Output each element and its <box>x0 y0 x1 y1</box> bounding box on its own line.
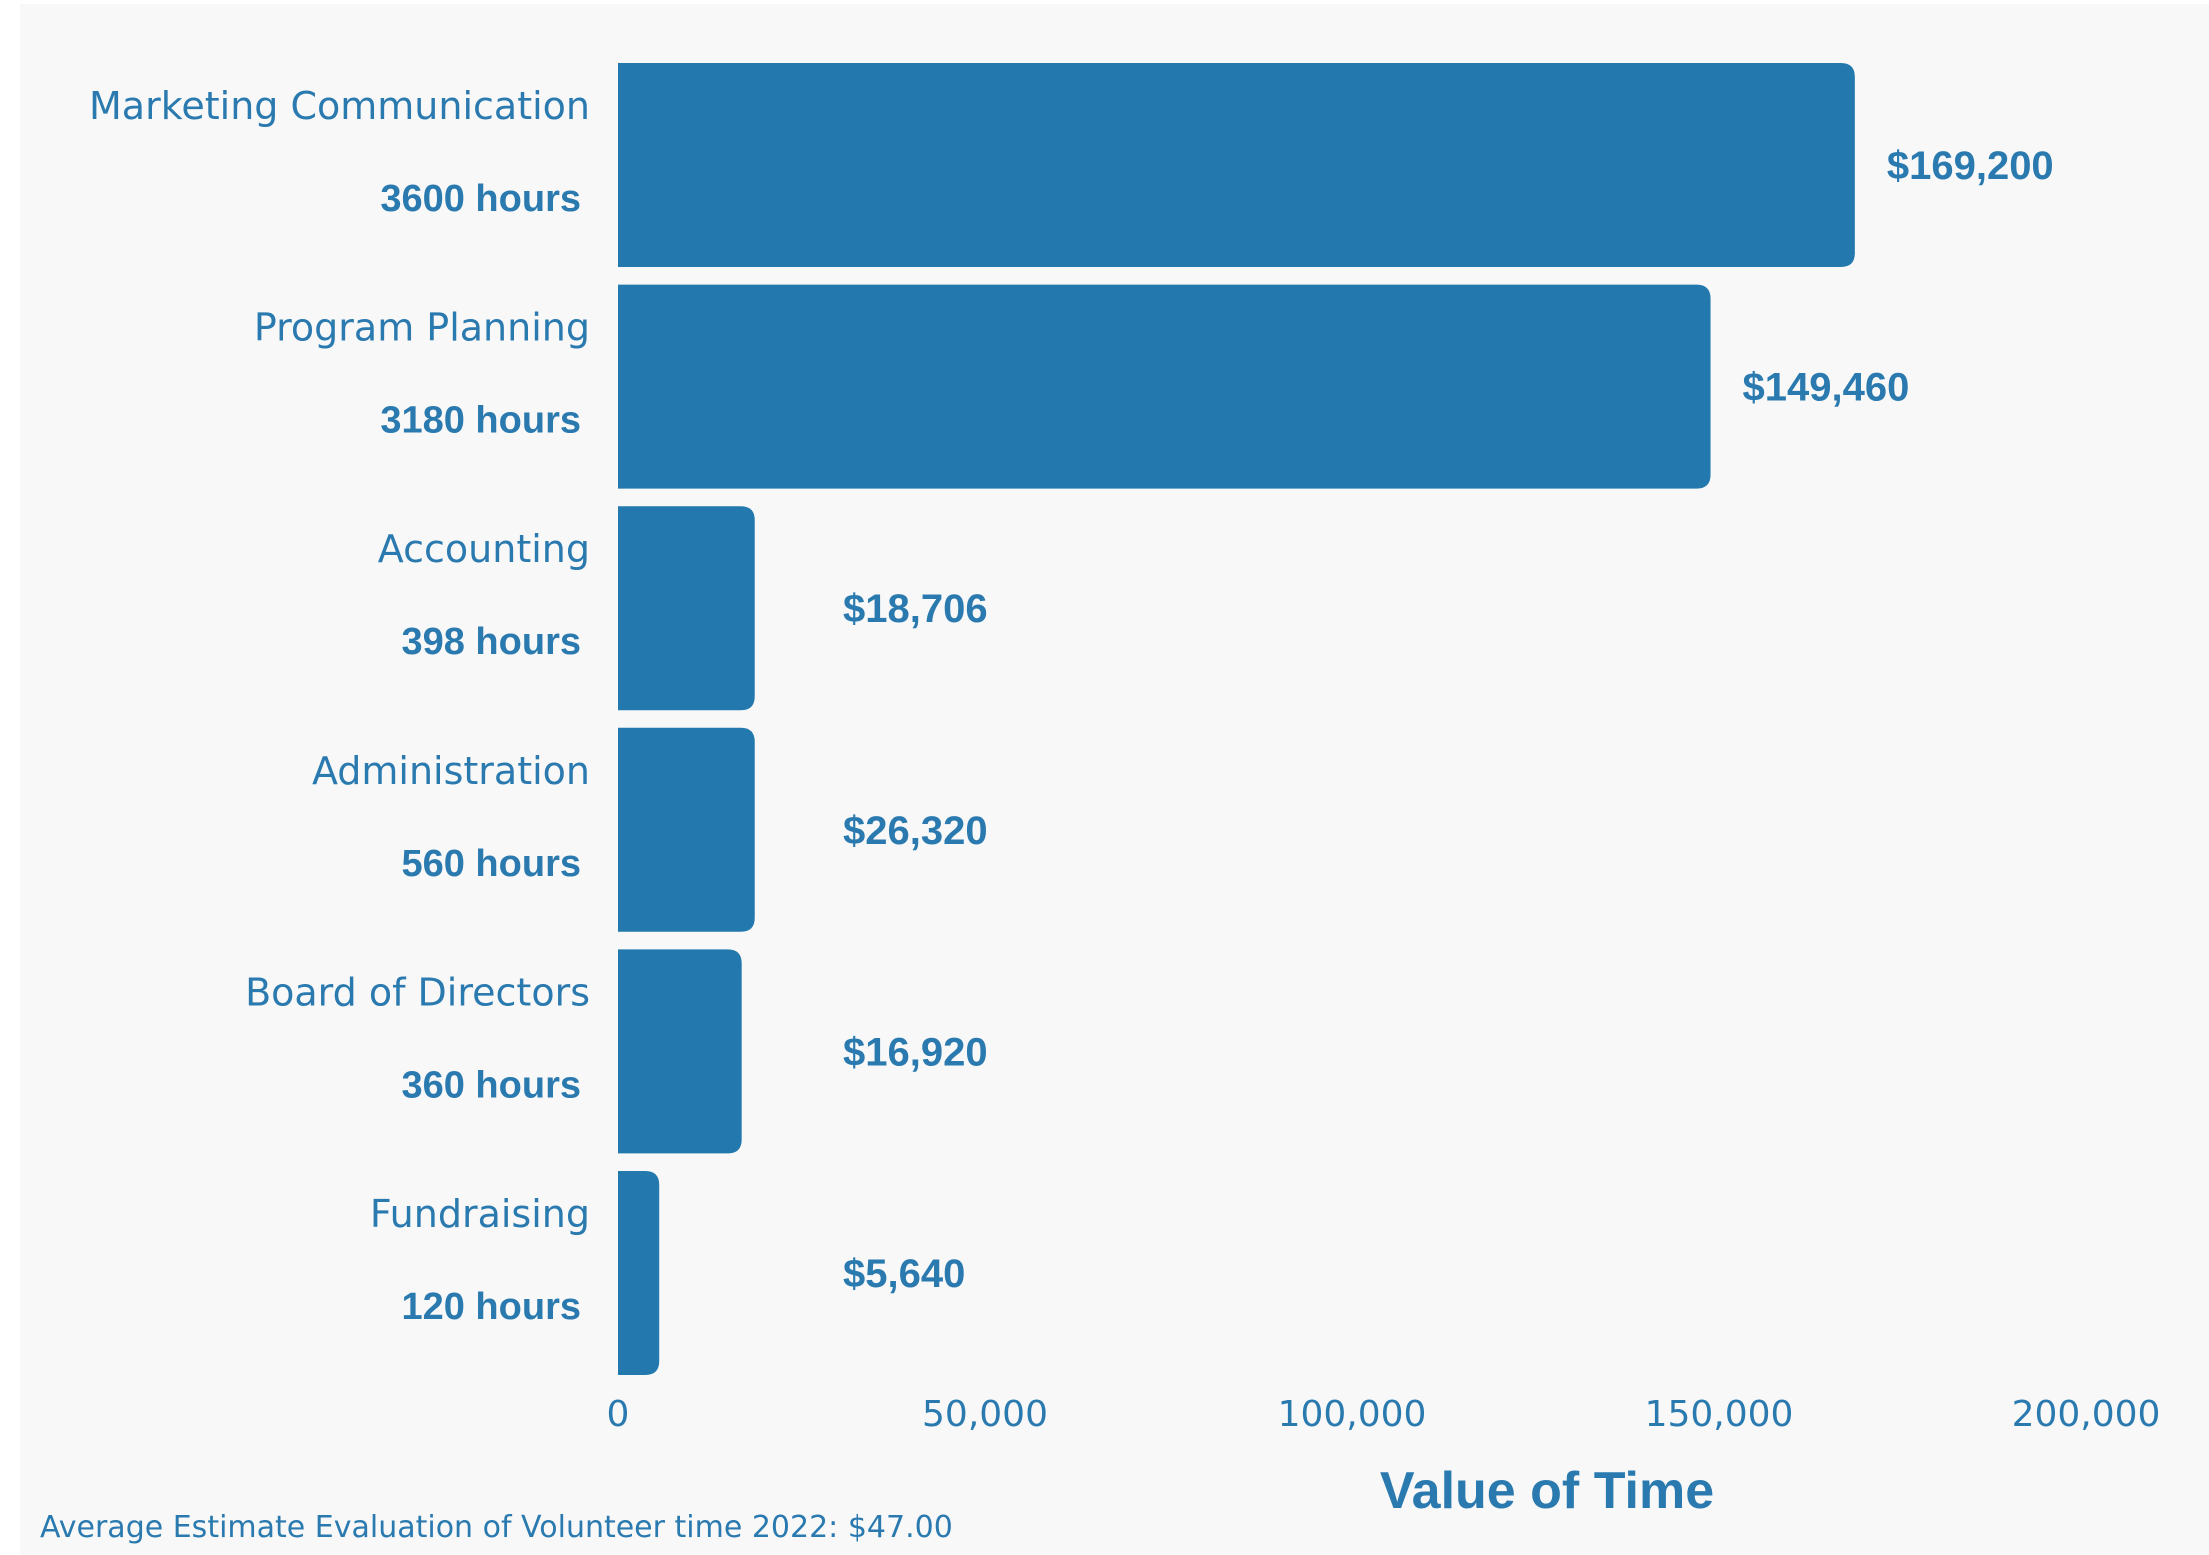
x-tick-label: 200,000 <box>2012 1394 2161 1435</box>
bar-2 <box>618 506 755 711</box>
value-label-group: $169,200 $149,460 $18,706 $26,320 $16,920 $5,… <box>843 144 2054 1296</box>
x-tick-label: 150,000 <box>1645 1394 1794 1435</box>
data-label: $18,706 <box>843 587 988 631</box>
bar-1 <box>618 284 1711 489</box>
x-tick-label: 100,000 <box>1278 1394 1427 1435</box>
category-label: Marketing Communication <box>89 84 590 128</box>
category-label-group: Marketing Communication 3600 hours Program… <box>89 84 590 1328</box>
bar-0 <box>618 63 1855 267</box>
x-tick-label: 50,000 <box>922 1394 1048 1435</box>
bar-4 <box>618 949 742 1154</box>
x-axis-title: Value of Time <box>1380 1462 1714 1520</box>
hours-label: 560 hours <box>401 843 581 885</box>
hours-label: 360 hours <box>401 1064 581 1106</box>
bar-3 <box>618 727 755 932</box>
bar-5 <box>618 1171 660 1375</box>
data-label: $16,920 <box>843 1030 988 1074</box>
bar-group <box>618 63 1855 1375</box>
category-label: Board of Directors <box>245 970 590 1014</box>
x-tick-label: 0 <box>607 1394 630 1435</box>
hours-label: 398 hours <box>401 621 581 663</box>
hours-label: 3600 hours <box>380 178 581 220</box>
data-label: $169,200 <box>1887 144 2054 188</box>
category-label: Administration <box>312 749 590 793</box>
category-label: Program Planning <box>254 306 590 350</box>
category-label: Fundraising <box>370 1192 590 1236</box>
data-label: $5,640 <box>843 1252 965 1296</box>
hours-label: 3180 hours <box>380 400 581 442</box>
hours-label: 120 hours <box>401 1286 581 1328</box>
data-label: $149,460 <box>1743 366 1910 410</box>
footnote: Average Estimate Evaluation of Volunteer… <box>40 1510 953 1545</box>
category-label: Accounting <box>378 527 590 571</box>
data-label: $26,320 <box>843 809 988 853</box>
x-tick-group: 0 50,000 100,000 150,000 200,000 <box>607 1394 2161 1435</box>
